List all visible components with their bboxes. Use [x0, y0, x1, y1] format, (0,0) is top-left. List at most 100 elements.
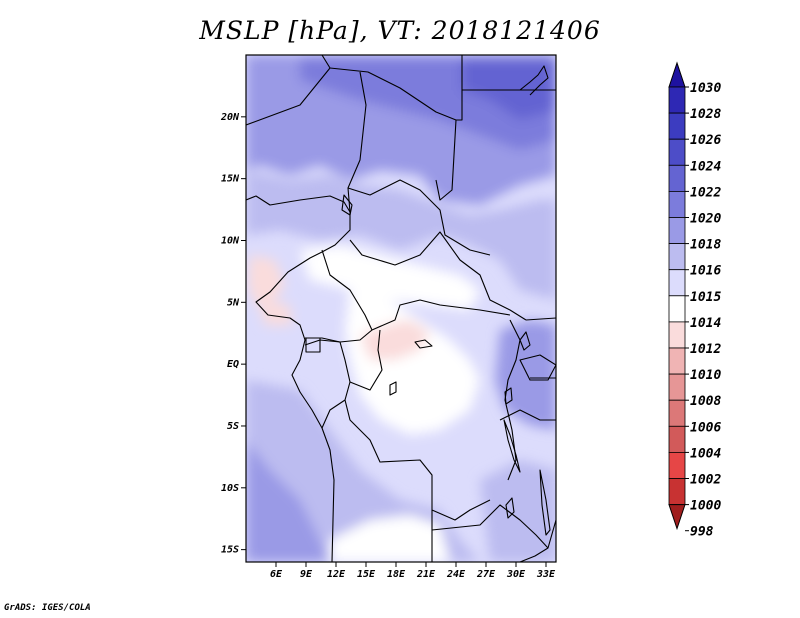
colorbar-segment [668, 295, 686, 323]
colorbar-segment [668, 217, 686, 245]
x-tick-label: 6E [270, 569, 283, 580]
border-drc-south [344, 399, 491, 521]
colorbar-segment [668, 478, 686, 506]
border-congo [349, 329, 383, 391]
x-tick-label: 9E [300, 569, 313, 580]
x-tick-label: 12E [327, 569, 346, 580]
high-pressure-west [246, 70, 290, 155]
border-gabon-box [305, 338, 321, 353]
low-pressure-west [248, 255, 285, 305]
credit-text: GrADS: IGES/COLA [4, 603, 91, 613]
x-tick-label: 24E [446, 569, 466, 580]
colorbar-segment [668, 86, 686, 114]
southern-low [330, 515, 450, 562]
map-frame [245, 54, 557, 563]
east-rift-high [495, 320, 556, 430]
border-east-3 [499, 409, 556, 421]
inland-lake-1 [389, 381, 397, 396]
southwest-core [246, 440, 330, 562]
lake-tanganyika [503, 419, 521, 473]
colorbar-label: 1002 [690, 473, 721, 488]
x-axis-ticks: 6E 9E 12E 15E 18E 21E 24E 27E 30E 33E [270, 562, 556, 580]
x-tick-label: 21E [416, 569, 436, 580]
y-tick-label: 5N [227, 297, 240, 308]
high-pressure-northeast [462, 58, 556, 120]
border-north-4 [347, 71, 367, 213]
lake-kivu [504, 387, 513, 405]
colorbar-label: 1024 [690, 159, 721, 174]
y-axis-ticks: 20N 15N 10N 5N EQ 5S 10S 15S [220, 112, 246, 556]
colorbar-segment [668, 112, 686, 140]
x-tick-label: 15E [357, 569, 376, 580]
y-tick-label: 20N [220, 112, 240, 123]
low-pressure-coast [258, 300, 292, 325]
pressure-field [246, 55, 556, 562]
colorbar-segment [668, 190, 686, 218]
colorbar-label: 1010 [690, 368, 721, 383]
x-tick-label: 33E [536, 569, 556, 580]
x-tick-label: 27E [476, 569, 496, 580]
midlevel-band [246, 170, 556, 300]
x-tick-label: 30E [506, 569, 526, 580]
colorbar-label: 1022 [690, 185, 721, 200]
red-sea-coast [519, 65, 549, 96]
border-east-1 [525, 317, 556, 321]
colorbar-segment [668, 243, 686, 271]
y-tick-label: 15S [221, 545, 239, 556]
colorbar-label: 1028 [690, 107, 721, 122]
border-central-3 [371, 299, 511, 331]
border-drc-east [504, 319, 521, 481]
colorbar-label: 1008 [690, 394, 721, 409]
colorbar-label: 1000 [690, 499, 721, 514]
colorbar-label: 1014 [690, 316, 721, 331]
y-tick-label: EQ [227, 359, 239, 370]
border-sahel [347, 179, 491, 256]
colorbar-label: 1004 [690, 446, 721, 461]
colorbar-label: 1015 [690, 290, 721, 305]
colorbar-label: 1012 [690, 342, 721, 357]
inland-lake-2 [414, 339, 433, 349]
border-gabon [305, 337, 351, 429]
chart-title: MSLP [hPa], VT: 2018121406 [199, 16, 601, 45]
colorbar-segment [668, 451, 686, 479]
colorbar-arrow-top [668, 61, 686, 88]
colorbar-segment [668, 138, 686, 166]
colorbar-arrow-bottom [668, 504, 686, 531]
y-tick-label: 10N [221, 235, 240, 246]
colorbar-label: 1006 [690, 420, 721, 435]
lake-albert [519, 331, 531, 351]
east-coastline [519, 519, 556, 562]
border-north-1 [246, 55, 331, 126]
colorbar: 1030 1028 1026 1024 1022 1020 1018 1016 1015 1014… [668, 61, 721, 540]
lake-mweru [505, 497, 515, 519]
colorbar-label: 1026 [690, 133, 721, 148]
colorbar-segment [668, 347, 686, 375]
colorbar-label: 1020 [690, 212, 721, 227]
border-zambia [431, 504, 549, 549]
colorbar-segment [668, 399, 686, 427]
congo-basin-low [345, 290, 480, 435]
colorbar-segment [668, 373, 686, 401]
y-tick-label: 15N [221, 174, 240, 185]
coastline [246, 195, 351, 562]
colorbar-label: 1030 [690, 81, 721, 96]
lake-victoria [519, 354, 556, 381]
lake-malawi [539, 469, 551, 536]
border-north-2 [329, 55, 463, 121]
border-central-1 [349, 231, 527, 321]
southeast-high [480, 460, 556, 562]
colorbar-label: 1018 [690, 238, 721, 253]
lake-chad [341, 194, 353, 216]
colorbar-segment [668, 269, 686, 297]
y-tick-label: 5S [227, 421, 239, 432]
x-tick-label: 18E [387, 569, 406, 580]
colorbar-label: 998 [690, 525, 714, 540]
colorbar-segment [668, 425, 686, 453]
country-borders [246, 55, 556, 562]
colorbar-label: 1016 [690, 264, 721, 279]
y-tick-label: 10S [221, 483, 239, 494]
colorbar-segment [668, 164, 686, 192]
border-north-5 [435, 119, 457, 201]
colorbar-segment [668, 321, 686, 349]
